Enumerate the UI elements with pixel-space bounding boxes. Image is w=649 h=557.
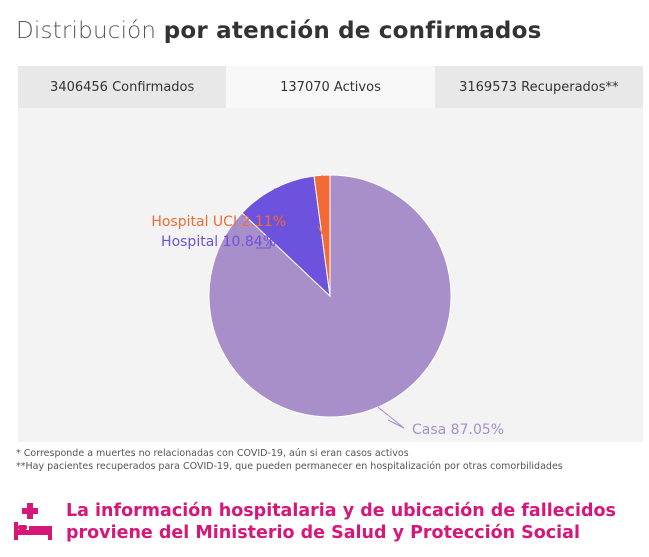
page-title: Distribución por atención de confirmados	[16, 18, 542, 44]
info-text: La información hospitalaria y de ubicaci…	[66, 500, 616, 544]
info-banner: La información hospitalaria y de ubicaci…	[14, 500, 616, 544]
pie-label: Hospital UCI 2.11%	[151, 214, 286, 230]
tab-bar: 3406456 Confirmados 137070 Activos 31695…	[18, 66, 643, 108]
pie-label: Hospital 10.84%	[161, 234, 276, 250]
tab-activos[interactable]: 137070 Activos	[226, 66, 435, 108]
pie-label: Casa 87.05%	[412, 422, 504, 438]
pie-chart: Casa 87.05% Hospital 10.84% Hospital UCI 2…	[151, 174, 504, 438]
chart-panel: 3406456 Confirmados 137070 Activos 31695…	[18, 66, 643, 442]
title-bold: por atención de confirmados	[163, 18, 542, 44]
footnote-2: **Hay pacientes recuperados para COVID-1…	[16, 461, 563, 472]
tab-recuperados[interactable]: 3169573 Recuperados**	[434, 66, 643, 108]
pie-leader-line	[256, 188, 276, 249]
info-line-2: proviene del Ministerio de Salud y Prote…	[66, 523, 580, 543]
footnotes: * Corresponde a muertes no relacionadas …	[16, 447, 563, 473]
hospital-bed-icon	[14, 503, 52, 540]
pie-leader-line	[317, 175, 323, 235]
pie-leader-line	[377, 406, 405, 429]
title-light: Distribución	[16, 18, 157, 44]
info-line-1: La información hospitalaria y de ubicaci…	[66, 501, 616, 521]
footnote-1: * Corresponde a muertes no relacionadas …	[16, 448, 409, 459]
tab-confirmados[interactable]: 3406456 Confirmados	[18, 66, 227, 108]
